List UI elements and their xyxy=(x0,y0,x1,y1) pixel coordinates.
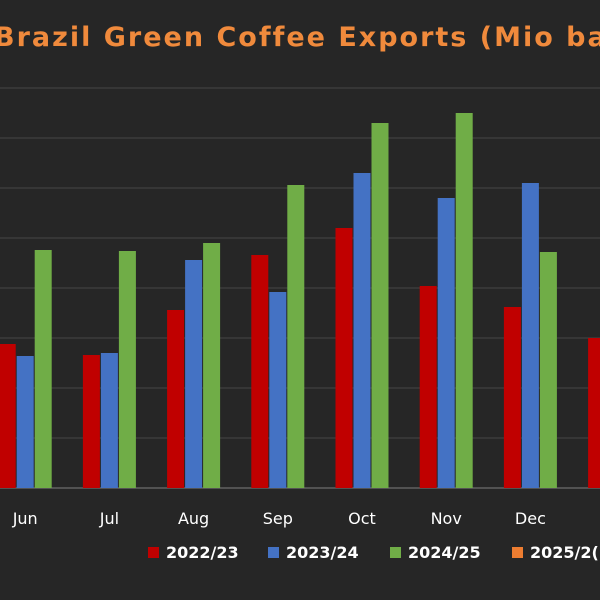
x-tick-label-jun: Jun xyxy=(12,509,38,528)
bar-oct-2024-25 xyxy=(371,123,389,488)
legend-swatch-2024-25 xyxy=(390,547,401,558)
bar-aug-2024-25 xyxy=(203,243,221,488)
bar-jul-2022-23 xyxy=(82,355,100,488)
bar-aug-2022-23 xyxy=(167,310,185,488)
legend-item-2022-23[interactable]: 2022/23 xyxy=(148,543,239,562)
legend-swatch-2022-23 xyxy=(148,547,159,558)
bar-oct-2022-23 xyxy=(335,228,353,488)
legend-item-2023-24[interactable]: 2023/24 xyxy=(268,543,359,562)
bars xyxy=(0,113,600,488)
bar-dec-2022-23 xyxy=(503,307,521,488)
legend-swatch-2023-24 xyxy=(268,547,279,558)
bar-aug-2023-24 xyxy=(185,260,203,488)
x-tick-label-sep: Sep xyxy=(263,509,293,528)
legend-label: 2023/24 xyxy=(286,543,359,562)
legend-swatch-2025-26 xyxy=(512,547,523,558)
bar-sep-2023-24 xyxy=(269,292,287,488)
bar-dec-2024-25 xyxy=(539,252,557,488)
bar-sep-2022-23 xyxy=(251,255,269,488)
x-tick-label-aug: Aug xyxy=(178,509,209,528)
legend-label: 2025/2( xyxy=(530,543,599,562)
bar-jun-2022-23 xyxy=(0,344,16,488)
x-tick-label-oct: Oct xyxy=(348,509,376,528)
x-tick-label-jul: Jul xyxy=(99,509,119,528)
legend-item-2025-26[interactable]: 2025/2( xyxy=(512,543,599,562)
bar-jun-2024-25 xyxy=(34,250,52,488)
bar-jul-2023-24 xyxy=(100,353,118,488)
x-tick-label-nov: Nov xyxy=(431,509,462,528)
bar-nov-2022-23 xyxy=(419,286,437,488)
x-tick-label-dec: Dec xyxy=(515,509,546,528)
bar-oct-2023-24 xyxy=(353,173,371,488)
bar-dec-2023-24 xyxy=(521,183,539,488)
legend: 2022/23 2023/24 2024/25 2025/2( xyxy=(0,543,600,569)
chart-title: Brazil Green Coffee Exports (Mio ba xyxy=(0,22,600,53)
legend-label: 2022/23 xyxy=(166,543,239,562)
legend-item-2024-25[interactable]: 2024/25 xyxy=(390,543,481,562)
legend-label: 2024/25 xyxy=(408,543,481,562)
bar-nov-2023-24 xyxy=(437,198,455,488)
bar-jul-2024-25 xyxy=(118,251,136,488)
bar-jun-2023-24 xyxy=(16,356,34,488)
bar-sep-2024-25 xyxy=(287,185,305,488)
bar-nov-2024-25 xyxy=(455,113,473,488)
x-axis-ticks: Jun Jul Aug Sep Oct Nov Dec xyxy=(12,509,546,528)
bar-jan-2022-23 xyxy=(588,338,600,488)
